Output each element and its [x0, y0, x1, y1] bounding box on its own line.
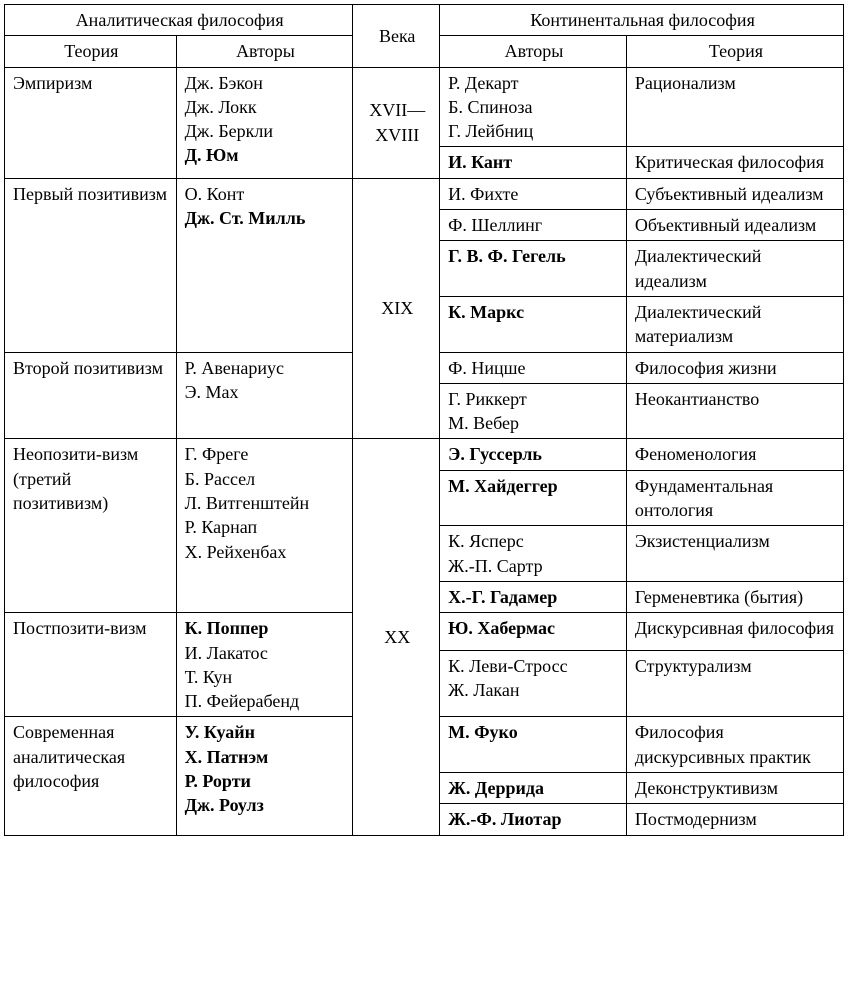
analytic-theory-postpositivism: Постпозити-визм	[5, 613, 177, 717]
analytic-theory-modern: Современная аналитическая философия	[5, 717, 177, 835]
cont-authors-phenom: Э. Гуссерль	[440, 439, 627, 470]
analytic-authors-empiricism: Дж. БэконДж. ЛоккДж. БерклиД. Юм	[176, 67, 353, 178]
analytic-authors-neopositivism: Г. ФрегеБ. РасселЛ. ВитгенштейнР. Карнап…	[176, 439, 353, 613]
analytic-authors-positivism1: О. КонтДж. Ст. Милль	[176, 178, 353, 352]
cont-theory-fund-ont: Фундаментальная онтология	[626, 470, 843, 526]
cont-theory-disc: Дискурсивная философия	[626, 613, 843, 651]
cont-theory-rationalism: Рационализм	[626, 67, 843, 147]
header-continental: Континентальная философия	[440, 5, 844, 36]
cont-authors-life: Ф. Ницше	[440, 352, 627, 383]
cont-authors-decon: Ж. Деррида	[440, 773, 627, 804]
analytic-theory-neopositivism: Неопозити-визм (третий позитивизм)	[5, 439, 177, 613]
cont-authors-struct: К. Леви-СтроссЖ. Лакан	[440, 650, 627, 717]
cont-authors-disc: Ю. Хабермас	[440, 613, 627, 651]
cont-authors-neokant: Г. РиккертМ. Вебер	[440, 383, 627, 439]
cont-authors-herm: Х.-Г. Гадамер	[440, 581, 627, 612]
cont-authors-fouc: М. Фуко	[440, 717, 627, 773]
cont-theory-postmod: Постмодернизм	[626, 804, 843, 835]
cont-theory-fouc: Философия дискурсивных практик	[626, 717, 843, 773]
header-cont-authors: Авторы	[440, 36, 627, 67]
cont-authors-postmod: Ж.-Ф. Лиотар	[440, 804, 627, 835]
cont-authors-exist: К. ЯсперсЖ.-П. Сартр	[440, 526, 627, 582]
cont-authors-rationalism: Р. ДекартБ. СпинозаГ. Лейбниц	[440, 67, 627, 147]
century-20: XX	[353, 439, 440, 835]
cont-authors-dial-mat: К. Маркс	[440, 296, 627, 352]
header-analytic: Аналитическая философия	[5, 5, 353, 36]
century-19: XIX	[353, 178, 440, 439]
analytic-theory-positivism2: Второй позитивизм	[5, 352, 177, 439]
header-cont-theory: Теория	[626, 36, 843, 67]
analytic-authors-modern: У. КуайнХ. ПатнэмР. РортиДж. Роулз	[176, 717, 353, 835]
cont-authors-subj-id: И. Фихте	[440, 178, 627, 209]
philosophy-table: Аналитическая философия Века Континентал…	[4, 4, 844, 836]
analytic-authors-postpositivism: К. ПопперИ. ЛакатосТ. КунП. Фейерабенд	[176, 613, 353, 717]
cont-theory-dial-mat: Диалектический материализм	[626, 296, 843, 352]
header-analytic-authors: Авторы	[176, 36, 353, 67]
cont-authors-dial-id: Г. В. Ф. Гегель	[440, 241, 627, 297]
cont-theory-decon: Деконструктивизм	[626, 773, 843, 804]
cont-authors-obj-id: Ф. Шеллинг	[440, 210, 627, 241]
cont-authors-fund-ont: М. Хайдеггер	[440, 470, 627, 526]
cont-theory-herm: Герменевтика (бытия)	[626, 581, 843, 612]
header-century: Века	[353, 5, 440, 68]
analytic-theory-empiricism: Эмпиризм	[5, 67, 177, 178]
cont-theory-obj-id: Объективный идеализм	[626, 210, 843, 241]
cont-theory-subj-id: Субъективный идеализм	[626, 178, 843, 209]
cont-theory-critical: Критическая философия	[626, 147, 843, 178]
cont-theory-phenom: Феноменология	[626, 439, 843, 470]
cont-theory-dial-id: Диалектический идеализм	[626, 241, 843, 297]
cont-theory-life: Философия жизни	[626, 352, 843, 383]
century-17-18: XVII— XVIII	[353, 67, 440, 178]
analytic-authors-positivism2: Р. АвенариусЭ. Мах	[176, 352, 353, 439]
cont-theory-exist: Экзистенциализм	[626, 526, 843, 582]
cont-theory-struct: Структурализм	[626, 650, 843, 717]
cont-theory-neokant: Неокантианство	[626, 383, 843, 439]
header-analytic-theory: Теория	[5, 36, 177, 67]
analytic-theory-positivism1: Первый позитивизм	[5, 178, 177, 352]
cont-authors-critical: И. Кант	[440, 147, 627, 178]
